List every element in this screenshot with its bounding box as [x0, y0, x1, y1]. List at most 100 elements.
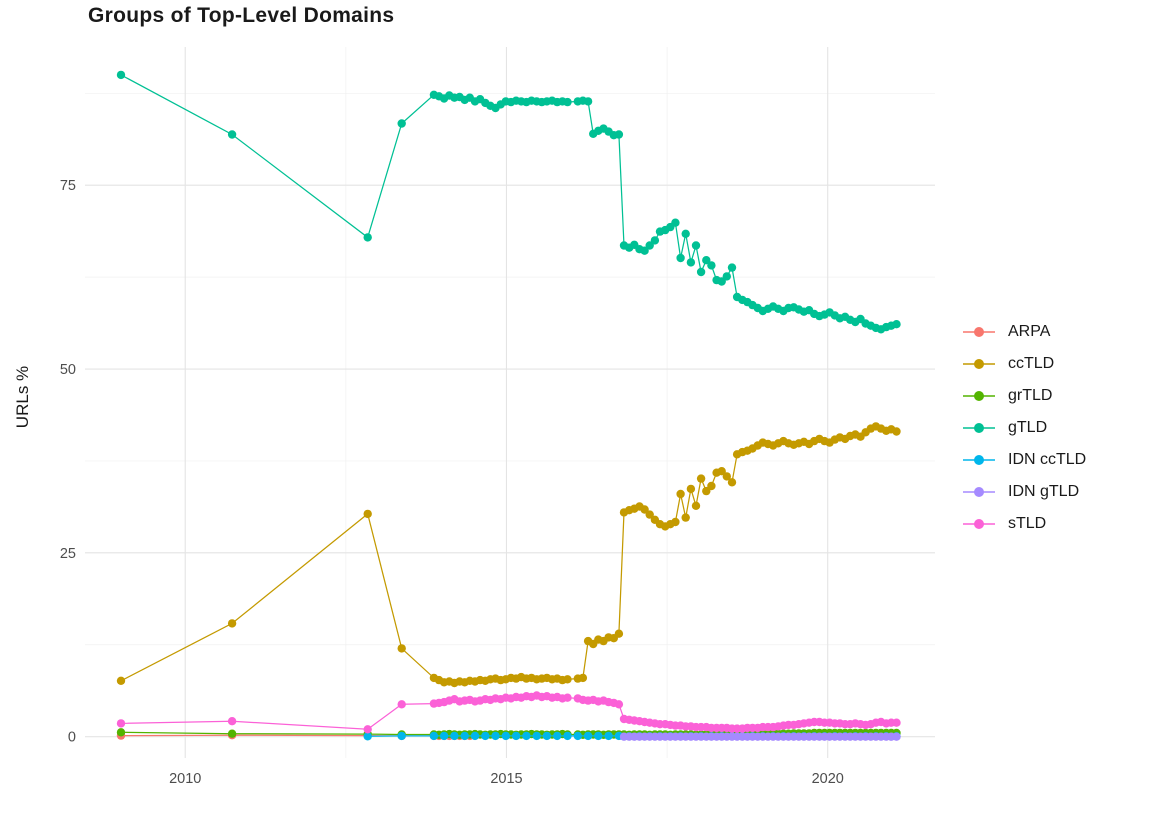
y-tick-label: 0 — [68, 730, 76, 746]
series-cctld-point — [892, 427, 901, 436]
legend-key-icon — [963, 519, 995, 529]
series-idn-cctld-point — [501, 731, 510, 741]
legend-key-icon — [963, 487, 995, 497]
series-cctld-point — [681, 513, 690, 522]
series-cctld-point — [640, 505, 649, 514]
series-gtld-point — [691, 241, 701, 250]
series-idn-cctld-point — [363, 732, 372, 741]
series-cctld-point — [696, 474, 706, 483]
series-idn-cctld-point — [450, 731, 459, 741]
series-cctld-point — [727, 478, 737, 487]
legend-label: gTLD — [1008, 419, 1048, 436]
series-idn-cctld-point — [439, 731, 449, 741]
legend-label: ccTLD — [1008, 355, 1055, 372]
legend-label: sTLD — [1008, 515, 1047, 532]
series-gtld-point — [671, 218, 680, 227]
series-grtld-point — [227, 729, 237, 738]
series-gtld-point — [681, 229, 690, 238]
series-stld-point — [227, 717, 237, 726]
series-idn-cctld-point — [563, 731, 572, 741]
legend-entry-cctld: ccTLD — [962, 348, 1086, 380]
series-gtld-point — [227, 130, 237, 139]
series-gtld-point — [583, 97, 593, 106]
legend-entry-arpa: ARPA — [962, 316, 1086, 348]
y-tick-label: 50 — [60, 362, 76, 378]
legend-label: IDN ccTLD — [1008, 451, 1087, 468]
series-cctld-point — [397, 644, 406, 653]
series-stld-point — [614, 700, 624, 709]
series-cctld — [116, 422, 901, 688]
y-tick-label: 75 — [60, 178, 76, 194]
series-cctld-point — [614, 629, 624, 638]
legend-entry-stld: sTLD — [962, 508, 1086, 540]
series-stld-point — [363, 725, 372, 734]
series-gtld-point — [676, 253, 685, 263]
legend-key-icon — [963, 327, 995, 337]
legend-label: IDN gTLD — [1008, 483, 1080, 500]
legend-label: grTLD — [1008, 387, 1053, 404]
series-gtld-point — [363, 233, 372, 242]
y-axis-title: URLs % — [13, 365, 32, 429]
series-idn-cctld-point — [522, 731, 531, 741]
series-cctld-point — [563, 675, 572, 684]
series-idn-cctld-point — [583, 731, 593, 741]
legend-key-icon — [963, 423, 995, 433]
series-cctld-point — [717, 467, 726, 476]
chart-title: Groups of Top-Level Domains — [88, 4, 395, 27]
legend-key-icon — [963, 391, 995, 401]
series-stld-point — [563, 693, 572, 702]
series-idn-cctld-point — [429, 731, 439, 741]
legend-entry-idn-gtld: IDN gTLD — [962, 476, 1086, 508]
series-idn-cctld-point — [470, 731, 480, 741]
series-gtld-point — [640, 246, 649, 255]
series-gtld-point — [116, 70, 126, 80]
series-stld-point — [397, 700, 406, 709]
y-tick-label: 25 — [60, 546, 76, 562]
series-stld-point — [892, 718, 901, 727]
series-idn-cctld-point — [491, 731, 500, 741]
x-tick-label: 2010 — [169, 771, 201, 787]
series-idn-cctld-point — [604, 731, 613, 741]
series-cctld-point — [227, 619, 237, 628]
series-idn-gtld — [619, 732, 901, 741]
x-tick-label: 2020 — [812, 771, 844, 787]
series-gtld-line — [120, 74, 897, 330]
series-gtld-point — [696, 267, 706, 277]
series-stld-point — [116, 719, 126, 728]
series-idn-cctld-point — [553, 731, 562, 741]
legend-entry-gtld: gTLD — [962, 412, 1086, 444]
series-idn-cctld-point — [481, 731, 490, 741]
series-cctld-point — [686, 484, 696, 494]
series-gtld-point — [563, 97, 572, 107]
legend-key-icon — [963, 359, 995, 369]
series-gtld-point — [717, 277, 726, 286]
series-gtld-point — [397, 119, 406, 128]
series-cctld-point — [363, 509, 372, 519]
legend-key-icon — [963, 455, 995, 465]
series-gtld-point — [650, 236, 660, 245]
series-idn-gtld-point — [892, 732, 901, 741]
legend-entry-idn-cctld: IDN ccTLD — [962, 444, 1086, 476]
series-cctld-point — [671, 517, 680, 527]
legend-label: ARPA — [1008, 323, 1051, 340]
series-idn-cctld-point — [397, 731, 406, 741]
series-gtld-point — [727, 263, 737, 272]
series-grtld-point — [116, 728, 126, 737]
series-cctld-point — [676, 489, 685, 499]
series-idn-cctld-point — [460, 731, 469, 741]
series-gtld-point — [645, 241, 654, 250]
series-idn-cctld-point — [573, 731, 582, 741]
series-gtld-point — [722, 272, 731, 281]
series-idn-cctld-point — [511, 731, 521, 741]
series-idn-cctld-point — [532, 731, 541, 741]
series-cctld-point — [722, 472, 731, 481]
series-cctld-point — [645, 510, 654, 519]
series-cctld-point — [116, 676, 126, 685]
series-gtld — [116, 70, 901, 334]
legend-entry-grtld: grTLD — [962, 380, 1086, 412]
series-cctld-point — [691, 501, 701, 510]
series-gtld-point — [614, 130, 624, 139]
series-cctld-point — [707, 481, 716, 491]
